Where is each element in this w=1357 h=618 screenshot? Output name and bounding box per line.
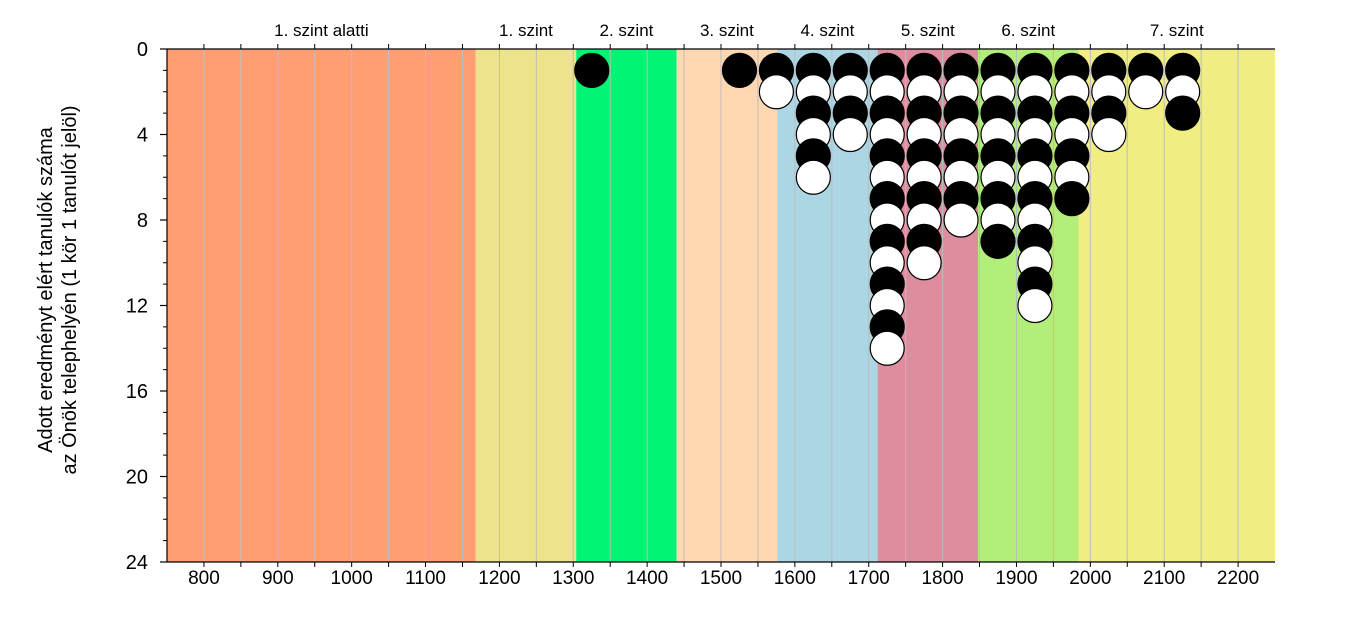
y-axis-title: Adott eredményt elért tanulók száma az Ö… [35, 40, 81, 540]
y-tick-label: 20 [126, 467, 148, 489]
x-tick-label: 1000 [331, 568, 373, 589]
student-marker [869, 330, 905, 366]
x-tick-label: 1900 [995, 568, 1037, 589]
student-marker [1165, 95, 1201, 131]
y-tick-label: 0 [137, 39, 148, 61]
student-marker [574, 52, 610, 88]
student-marker [943, 202, 979, 238]
student-markers [574, 52, 1201, 366]
level-band-label: 4. szint [800, 21, 854, 40]
y-tick-label: 8 [137, 210, 148, 232]
level-band-label: 1. szint [499, 21, 553, 40]
level-band [576, 49, 677, 562]
x-tick-label: 1400 [626, 568, 668, 589]
level-band [676, 49, 778, 562]
student-marker [832, 116, 868, 153]
student-marker [1017, 287, 1053, 324]
x-tick-label: 800 [188, 568, 220, 589]
student-marker [980, 223, 1016, 259]
x-tick-label: 2200 [1217, 568, 1259, 589]
level-band-label: 1. szint alatti [274, 21, 369, 40]
level-band-label: 5. szint [901, 21, 955, 40]
student-marker [795, 159, 831, 195]
x-tick-label: 1600 [774, 568, 816, 589]
level-band-label: 2. szint [600, 21, 654, 40]
level-band-labels: 1. szint alatti 1. szint 2. szint 3. szint 4… [274, 21, 1204, 40]
level-band [475, 49, 577, 562]
level-band-label: 6. szint [1001, 21, 1055, 40]
x-tick-label: 2100 [1143, 568, 1185, 589]
y-tick-label: 16 [126, 381, 148, 403]
level-band [167, 49, 476, 562]
vertical-gridlines [203, 49, 1239, 562]
x-tick-label: 1800 [921, 568, 963, 589]
student-marker [1128, 74, 1164, 110]
x-tick-label: 1500 [700, 568, 742, 589]
level-bands [167, 49, 1275, 562]
student-marker [721, 52, 758, 88]
y-tick-label: 12 [126, 296, 148, 318]
student-marker [906, 245, 942, 281]
x-tick-label: 2000 [1069, 568, 1111, 589]
y-axis-title-line-1: Adott eredményt elért tanulók száma [35, 127, 57, 453]
x-tick-label: 900 [262, 568, 294, 589]
y-tick-label: 4 [137, 125, 148, 147]
x-tick-label: 1700 [848, 568, 890, 589]
axes: 800 900 1000 1100 1200 1300 1400 1500 1600 1700 18… [126, 39, 1275, 589]
x-tick-label: 1100 [405, 568, 446, 589]
student-marker [1054, 181, 1090, 217]
level-band-label: 3. szint [700, 21, 754, 40]
level-band-label: 7. szint [1150, 21, 1204, 40]
x-tick-label: 1300 [552, 568, 594, 589]
y-axis-title-line-2: az Önök telephelyén (1 kör 1 tanulót jel… [59, 105, 81, 475]
student-marker [1091, 116, 1127, 153]
x-tick-label: 1200 [478, 568, 520, 589]
y-tick-label: 24 [126, 552, 148, 574]
student-marker [758, 74, 795, 110]
